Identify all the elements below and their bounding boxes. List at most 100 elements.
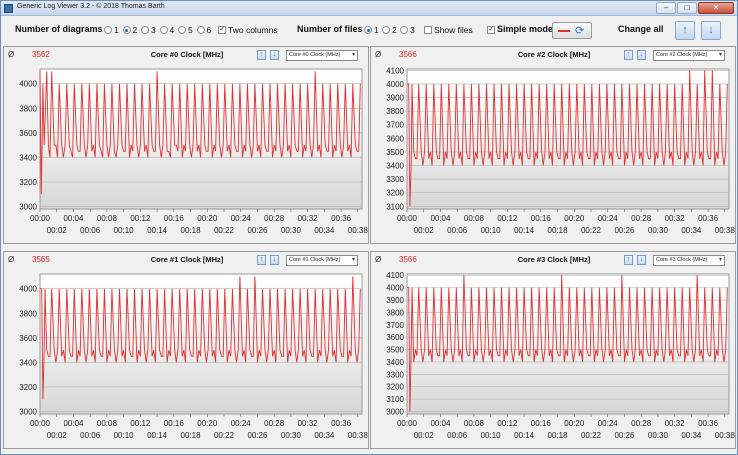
x-tick-label: 00:20 (197, 419, 218, 428)
x-tick-label: 00:34 (314, 431, 335, 440)
current-value: 3566 (399, 50, 417, 59)
move-down-button[interactable]: ↓ (637, 50, 646, 60)
move-down-button[interactable]: ↓ (637, 255, 646, 265)
x-tick-label: 00:16 (164, 419, 185, 428)
y-tick-label: 3800 (19, 309, 37, 318)
chart-panel-1: Ø 3566 Core #2 Clock [MHz] ↑ ↓ Core #2 Clock … (370, 46, 736, 244)
y-tick-label: 3500 (386, 148, 404, 157)
x-tick-label: 00:18 (181, 226, 202, 235)
x-tick-label: 00:30 (281, 431, 302, 440)
x-tick-label: 00:00 (30, 419, 51, 428)
line-chart: 3000 3100 3200 3300 3400 3500 3600 3700 3800 3900… (386, 271, 735, 440)
simple-mode-checkbox[interactable]: ✓ (487, 26, 495, 34)
y-tick-label: 3000 (19, 408, 37, 417)
show-files-label: Show files (434, 25, 473, 35)
x-tick-label: 00:28 (264, 419, 285, 428)
x-tick-label: 00:02 (47, 431, 68, 440)
x-tick-label: 00:14 (147, 226, 168, 235)
diagrams-radio-6[interactable] (196, 26, 205, 34)
x-tick-label: 00:18 (181, 431, 202, 440)
average-symbol: Ø (375, 50, 382, 59)
x-tick-label: 00:12 (497, 419, 518, 428)
sensor-select[interactable]: Core #0 Clock (MHz) (286, 50, 358, 61)
x-tick-label: 00:00 (397, 419, 418, 428)
x-tick-label: 00:22 (214, 226, 235, 235)
x-tick-label: 00:22 (581, 431, 602, 440)
move-down-all-button[interactable]: ↓ (701, 21, 721, 40)
move-up-button[interactable]: ↑ (257, 255, 266, 265)
y-tick-label: 4100 (386, 271, 404, 280)
line-chart: 3000 3200 3400 3600 3800 4000 00:00 00:04 00:08 0… (19, 273, 369, 440)
move-up-button[interactable]: ↑ (257, 50, 266, 60)
sensor-select[interactable]: Core #2 Clock (MHz) (653, 50, 725, 61)
x-tick-label: 00:14 (147, 431, 168, 440)
x-tick-label: 00:00 (30, 214, 51, 223)
y-tick-label: 3900 (386, 296, 404, 305)
refresh-icon: ⟳ (575, 25, 585, 37)
x-tick-label: 00:14 (514, 226, 535, 235)
diagrams-radio-2[interactable] (122, 26, 131, 34)
move-up-all-button[interactable]: ↑ (675, 21, 695, 40)
diagrams-radio-4[interactable] (159, 26, 168, 34)
series-line (407, 70, 728, 207)
diagrams-radio-label: 6 (206, 25, 212, 35)
diagrams-radio-3[interactable] (141, 26, 149, 34)
diagrams-radio-5[interactable] (178, 26, 186, 34)
move-down-button[interactable]: ↓ (270, 50, 279, 60)
y-tick-label: 3200 (386, 383, 404, 392)
x-tick-label: 00:14 (514, 431, 535, 440)
sensor-select[interactable]: Core #3 Clock (MHz) (653, 255, 725, 266)
y-tick-label: 3400 (386, 162, 404, 171)
x-tick-label: 00:24 (598, 419, 619, 428)
x-tick-label: 00:02 (47, 226, 68, 235)
y-tick-label: 3000 (19, 203, 37, 212)
close-button[interactable]: ✕ (698, 2, 734, 14)
x-tick-label: 00:26 (614, 226, 635, 235)
x-tick-label: 00:22 (214, 431, 235, 440)
current-value: 3566 (399, 255, 417, 264)
y-tick-label: 4000 (19, 285, 37, 294)
two-columns-checkbox[interactable]: ✓ (218, 26, 226, 34)
files-radio-1[interactable] (364, 26, 372, 34)
series-style-button[interactable]: ⟳ (552, 22, 592, 39)
app-icon (4, 4, 13, 13)
sensor-select[interactable]: Core #1 Clock (MHz) (286, 255, 358, 266)
x-tick-label: 00:08 (97, 214, 118, 223)
show-files-checkbox[interactable] (424, 26, 432, 34)
x-tick-label: 00:16 (531, 419, 552, 428)
x-tick-label: 00:30 (281, 226, 302, 235)
files-radio-3[interactable] (400, 26, 408, 34)
arrow-down-icon: ↓ (708, 24, 714, 36)
x-tick-label: 00:34 (681, 431, 702, 440)
x-tick-label: 00:08 (97, 419, 118, 428)
line-chart: 3100 3200 3300 3400 3500 3600 3700 3800 3900 4000… (386, 66, 735, 235)
files-radio-label: 1 (374, 25, 379, 35)
x-tick-label: 00:28 (264, 214, 285, 223)
x-tick-label: 00:00 (397, 214, 418, 223)
y-tick-label: 3300 (386, 370, 404, 379)
y-tick-label: 3600 (19, 334, 37, 343)
y-tick-label: 4000 (19, 80, 37, 89)
diagrams-radio-1[interactable] (104, 26, 112, 34)
move-up-button[interactable]: ↑ (624, 255, 633, 265)
y-tick-label: 3700 (386, 121, 404, 130)
x-tick-label: 00:18 (548, 431, 569, 440)
x-tick-label: 00:36 (698, 214, 719, 223)
average-symbol: Ø (8, 255, 15, 264)
simple-mode-label: Simple mode (497, 24, 554, 34)
two-columns-label: Two columns (228, 25, 278, 35)
x-tick-label: 00:10 (114, 431, 135, 440)
x-tick-label: 00:22 (581, 226, 602, 235)
x-tick-label: 00:24 (598, 214, 619, 223)
files-radio-2[interactable] (382, 26, 390, 34)
y-tick-label: 3600 (386, 333, 404, 342)
minimize-button[interactable]: – (656, 2, 676, 14)
x-tick-label: 00:28 (631, 419, 652, 428)
x-tick-label: 00:10 (114, 226, 135, 235)
x-tick-label: 00:38 (348, 431, 369, 440)
maximize-button[interactable]: □ (677, 2, 697, 14)
move-down-button[interactable]: ↓ (270, 255, 279, 265)
x-tick-label: 00:24 (231, 214, 252, 223)
x-tick-label: 00:10 (481, 226, 502, 235)
move-up-button[interactable]: ↑ (624, 50, 633, 60)
